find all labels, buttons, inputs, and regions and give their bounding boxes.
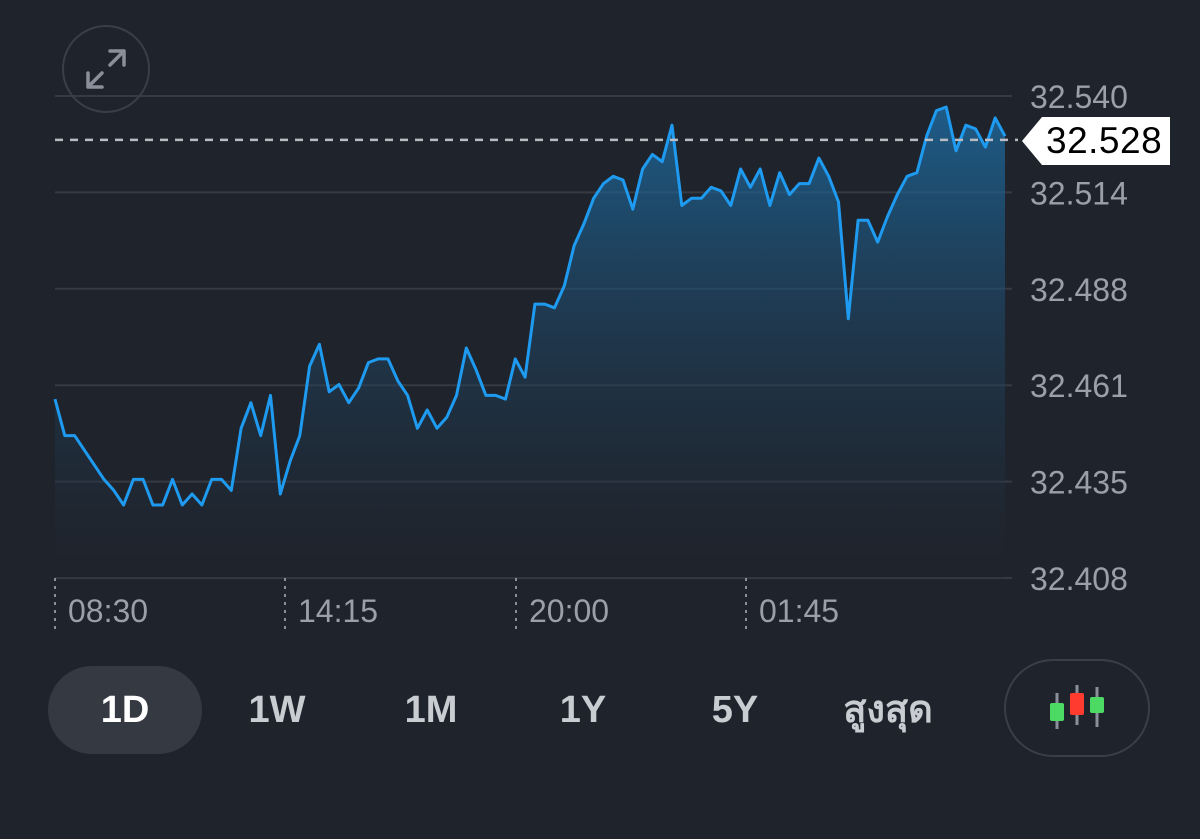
y-axis-labels: 32.540 32.514 32.488 32.461 32.435 32.408 (1030, 79, 1128, 597)
x-tick-label: 08:30 (68, 593, 148, 629)
y-tick-label: 32.514 (1030, 175, 1128, 211)
price-tag-pointer (1022, 117, 1042, 165)
x-tick-label: 14:15 (298, 593, 378, 629)
range-max-button[interactable]: สูงสุด (843, 689, 933, 731)
price-chart[interactable]: 32.540 32.514 32.488 32.461 32.435 32.408 08:… (0, 0, 1200, 660)
y-tick-label: 32.488 (1030, 272, 1128, 308)
current-price-tag: 32.528 (1022, 117, 1171, 165)
x-axis-labels: 08:30 14:15 20:00 01:45 (54, 578, 839, 632)
x-tick-label: 20:00 (529, 593, 609, 629)
y-tick-label: 32.435 (1030, 465, 1128, 501)
range-1y-button[interactable]: 1Y (559, 689, 607, 731)
range-1d-button[interactable]: 1D (48, 666, 202, 754)
y-tick-label: 32.540 (1030, 79, 1128, 115)
y-tick-label: 32.461 (1030, 368, 1128, 404)
expand-button[interactable] (62, 25, 150, 113)
price-line (53, 105, 1007, 507)
chart-type-toggle-button[interactable] (1004, 659, 1150, 757)
range-1m-button[interactable]: 1M (404, 689, 458, 731)
range-1w-button[interactable]: 1W (248, 689, 306, 731)
range-5y-button[interactable]: 5Y (711, 689, 759, 731)
current-price-label: 32.528 (1042, 117, 1171, 165)
y-tick-label: 32.408 (1030, 561, 1128, 597)
candlestick-icon (1050, 685, 1104, 729)
x-tick-label: 01:45 (759, 593, 839, 629)
price-line-group (53, 105, 1007, 507)
time-range-selector: 1D 1W 1M 1Y 5Y สูงสุด (48, 666, 1153, 754)
expand-arrows-icon (86, 49, 126, 89)
